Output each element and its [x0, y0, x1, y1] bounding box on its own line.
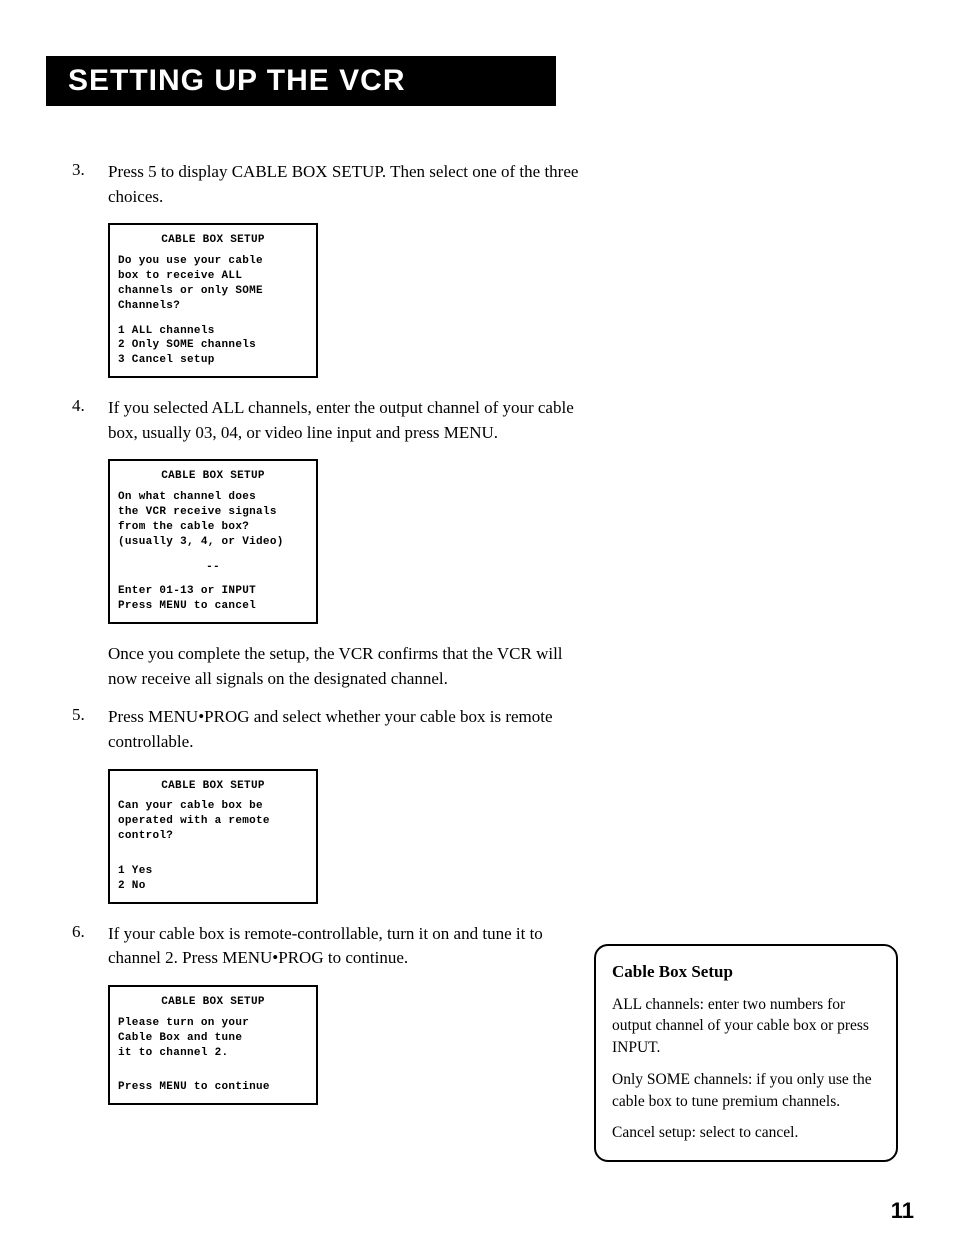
screen-line: it to channel 2. [118, 1046, 308, 1061]
main-content: 3. Press 5 to display CABLE BOX SETUP. T… [72, 160, 592, 1123]
screen-title: CABLE BOX SETUP [118, 233, 308, 248]
screen-title: CABLE BOX SETUP [118, 995, 308, 1010]
step-4: 4. If you selected ALL channels, enter t… [72, 396, 592, 445]
step-5: 5. Press MENU•PROG and select whether yo… [72, 705, 592, 754]
screen-line: channels or only SOME [118, 284, 308, 299]
screen-option: 1 Yes [118, 864, 308, 879]
screen-line: On what channel does [118, 490, 308, 505]
screen-line: from the cable box? [118, 520, 308, 535]
sidebar-paragraph: ALL channels: enter two numbers for outp… [612, 994, 880, 1059]
step-text: If your cable box is remote-controllable… [108, 922, 592, 971]
sidebar-heading: Cable Box Setup [612, 960, 880, 984]
step-number: 5. [72, 705, 108, 754]
screen-cable-box-setup-4: CABLE BOX SETUP Please turn on your Cabl… [108, 985, 318, 1105]
screen-line: (usually 3, 4, or Video) [118, 535, 308, 550]
sidebar-paragraph: Cancel setup: select to cancel. [612, 1122, 880, 1144]
screen-line: the VCR receive signals [118, 505, 308, 520]
page-title-bar: SETTING UP THE VCR [46, 56, 556, 106]
screen-option: 1 ALL channels [118, 324, 308, 339]
screen-option: 2 Only SOME channels [118, 338, 308, 353]
screen-cable-box-setup-1: CABLE BOX SETUP Do you use your cable bo… [108, 223, 318, 378]
step-number: 4. [72, 396, 108, 445]
step-text: Press 5 to display CABLE BOX SETUP. Then… [108, 160, 592, 209]
screen-line: Do you use your cable [118, 254, 308, 269]
screen-line: Cable Box and tune [118, 1031, 308, 1046]
step-3: 3. Press 5 to display CABLE BOX SETUP. T… [72, 160, 592, 209]
screen-line: Press MENU to cancel [118, 599, 308, 614]
screen-line: Can your cable box be [118, 799, 308, 814]
step-text: If you selected ALL channels, enter the … [108, 396, 592, 445]
step-number: 3. [72, 160, 108, 209]
step-number: 6. [72, 922, 108, 971]
screen-cable-box-setup-3: CABLE BOX SETUP Can your cable box be op… [108, 769, 318, 904]
step-4-followup: Once you complete the setup, the VCR con… [108, 642, 592, 691]
screen-title: CABLE BOX SETUP [118, 469, 308, 484]
screen-line: Channels? [118, 299, 308, 314]
screen-option: 2 No [118, 879, 308, 894]
screen-option: 3 Cancel setup [118, 353, 308, 368]
sidebar-paragraph: Only SOME channels: if you only use the … [612, 1069, 880, 1112]
screen-line: box to receive ALL [118, 269, 308, 284]
screen-line: Enter 01-13 or INPUT [118, 584, 308, 599]
sidebar-cable-box-setup: Cable Box Setup ALL channels: enter two … [594, 944, 898, 1162]
page-number: 11 [891, 1198, 914, 1224]
screen-title: CABLE BOX SETUP [118, 779, 308, 794]
screen-line: operated with a remote [118, 814, 308, 829]
screen-cable-box-setup-2: CABLE BOX SETUP On what channel does the… [108, 459, 318, 624]
step-text: Press MENU•PROG and select whether your … [108, 705, 592, 754]
screen-line: control? [118, 829, 308, 844]
screen-line: Please turn on your [118, 1016, 308, 1031]
screen-dash: -- [118, 560, 308, 575]
step-6: 6. If your cable box is remote-controlla… [72, 922, 592, 971]
screen-line: Press MENU to continue [118, 1080, 308, 1095]
